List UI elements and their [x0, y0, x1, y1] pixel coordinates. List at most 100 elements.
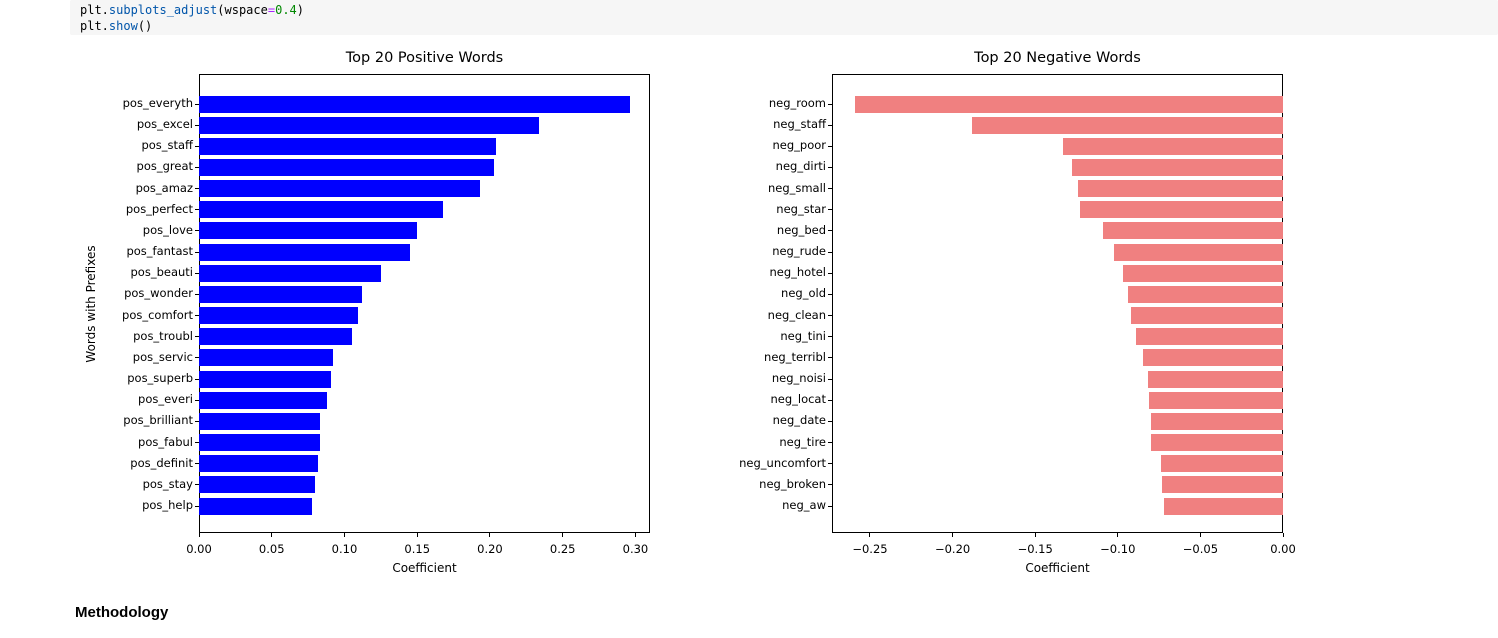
- code-line: plt.show(): [80, 18, 1498, 34]
- y-tick-label: neg_locat: [770, 392, 826, 407]
- y-tick-mark: [828, 420, 832, 422]
- y-tick-mark: [828, 209, 832, 211]
- positive-bar: [199, 95, 630, 113]
- y-tick-label: neg_tire: [779, 434, 826, 449]
- y-tick-mark: [195, 484, 199, 486]
- y-tick-label: pos_comfort: [122, 307, 193, 322]
- y-tick-mark: [828, 315, 832, 317]
- y-tick-mark: [195, 103, 199, 105]
- code-token: (wspace: [217, 3, 268, 17]
- y-tick-mark: [828, 484, 832, 486]
- code-token: show: [108, 19, 138, 33]
- x-tick-label: 0.30: [622, 542, 649, 556]
- negative-bar: [1127, 285, 1283, 303]
- y-tick-label: pos_love: [142, 222, 193, 237]
- negative-bar: [1142, 349, 1283, 367]
- negative-bar: [1114, 243, 1283, 261]
- x-tick-mark: [634, 533, 636, 537]
- positive-bar: [199, 307, 358, 325]
- x-tick-mark: [562, 533, 564, 537]
- x-tick-label: 0.00: [186, 542, 212, 556]
- code-token: plt.: [80, 3, 109, 17]
- x-tick-label: −0.25: [852, 542, 888, 556]
- code-token: (): [137, 19, 153, 33]
- negative-bar: [1150, 412, 1283, 430]
- y-tick-mark: [195, 230, 199, 232]
- y-tick-mark: [195, 463, 199, 465]
- positive-bar: [199, 180, 480, 198]
- positive-bar: [199, 349, 333, 367]
- negative-bar: [1147, 370, 1283, 388]
- negative-bar: [1122, 264, 1283, 282]
- y-tick-label: neg_rude: [772, 244, 826, 259]
- code-cell[interactable]: plt.subplots_adjust(wspace=0.4) plt.show(…: [70, 0, 1498, 35]
- positive-bar: [199, 201, 444, 219]
- y-tick-mark: [195, 399, 199, 401]
- y-tick-label: neg_poor: [772, 138, 826, 153]
- code-token: plt.: [80, 19, 109, 33]
- x-tick-mark: [416, 533, 418, 537]
- code-line: plt.subplots_adjust(wspace=0.4): [80, 2, 1498, 18]
- negative-bar: [855, 95, 1283, 113]
- negative-bar: [1150, 434, 1283, 452]
- y-tick-mark: [195, 272, 199, 274]
- y-tick-mark: [195, 357, 199, 359]
- x-tick-label: 0.25: [549, 542, 576, 556]
- x-tick-mark: [869, 533, 871, 537]
- y-tick-label: pos_stay: [142, 476, 193, 491]
- x-tick-mark: [1117, 533, 1119, 537]
- y-tick-mark: [195, 166, 199, 168]
- x-tick-label: 0.15: [404, 542, 431, 556]
- code-token: ): [296, 3, 305, 17]
- negative-xaxis-label: Coefficient: [1025, 561, 1090, 575]
- x-tick-label: −0.15: [1017, 542, 1053, 556]
- positive-bar: [199, 158, 495, 176]
- x-tick-mark: [1199, 533, 1201, 537]
- figure-output: Top 20 Positive Words Top 20 Negative Wo…: [84, 50, 1296, 575]
- y-tick-label: pos_everyth: [122, 96, 193, 110]
- x-tick-mark: [1282, 533, 1284, 537]
- y-tick-mark: [195, 420, 199, 422]
- y-tick-mark: [828, 399, 832, 401]
- positive-bar: [199, 497, 313, 515]
- y-tick-mark: [828, 145, 832, 147]
- y-tick-label: neg_bed: [776, 222, 826, 237]
- y-tick-mark: [828, 124, 832, 126]
- y-tick-mark: [828, 251, 832, 253]
- y-tick-label: pos_excel: [136, 117, 193, 132]
- positive-bar: [199, 328, 352, 346]
- y-tick-label: pos_fabul: [138, 434, 193, 449]
- y-tick-mark: [195, 378, 199, 380]
- y-tick-mark: [828, 188, 832, 190]
- y-tick-label: pos_everi: [138, 392, 193, 407]
- positive-bar: [199, 412, 320, 430]
- y-tick-mark: [195, 145, 199, 147]
- y-tick-label: pos_perfect: [125, 201, 193, 216]
- positive-bar: [199, 455, 319, 473]
- y-tick-label: neg_date: [772, 413, 826, 428]
- y-tick-mark: [195, 293, 199, 295]
- code-lines: plt.subplots_adjust(wspace=0.4) plt.show(…: [80, 2, 1498, 34]
- positive-bar: [199, 222, 418, 240]
- y-tick-mark: [828, 378, 832, 380]
- y-tick-label: neg_dirti: [775, 159, 826, 174]
- positive-bar: [199, 116, 540, 134]
- y-tick-label: neg_room: [768, 96, 826, 110]
- y-tick-mark: [195, 188, 199, 190]
- y-tick-mark: [828, 103, 832, 105]
- positive-bar: [199, 476, 316, 494]
- x-tick-mark: [489, 533, 491, 537]
- y-tick-label: neg_old: [781, 286, 826, 301]
- code-token: 0.4: [275, 3, 297, 17]
- positive-chart-title: Top 20 Positive Words: [345, 50, 504, 66]
- y-tick-label: pos_beauti: [130, 265, 194, 280]
- negative-bar: [1063, 137, 1283, 155]
- negative-bar: [1160, 455, 1283, 473]
- negative-bar: [1079, 201, 1283, 219]
- positive-xaxis-label: Coefficient: [392, 561, 457, 575]
- negative-bar: [1162, 476, 1283, 494]
- x-tick-mark: [198, 533, 200, 537]
- positive-bar: [199, 264, 381, 282]
- y-tick-label: pos_servic: [132, 349, 193, 364]
- negative-bar: [1131, 307, 1283, 325]
